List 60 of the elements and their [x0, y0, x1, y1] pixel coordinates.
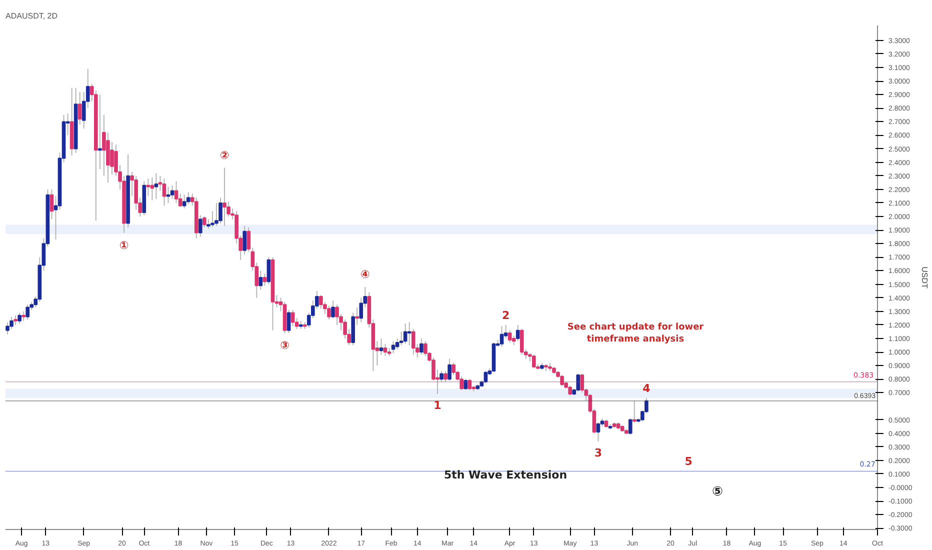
candlestick [258, 270, 263, 290]
candlestick [379, 338, 384, 356]
candlestick [568, 385, 572, 396]
annotation: See chart update for lower timeframe analysis [567, 322, 704, 344]
candlestick [222, 167, 226, 227]
candlestick [14, 314, 18, 326]
candlestick [403, 323, 408, 344]
candlestick [18, 312, 22, 324]
candlestick [154, 172, 158, 200]
candlestick [532, 354, 536, 369]
candlestick [170, 184, 174, 200]
candlestick [420, 338, 424, 356]
annotation: ④ [360, 268, 370, 281]
candlestick [262, 272, 267, 286]
candlestick [290, 310, 295, 327]
candlestick [500, 326, 504, 348]
candlestick [464, 378, 468, 390]
candlestick [395, 338, 400, 350]
candlestick [468, 378, 472, 390]
candlestick [391, 340, 396, 354]
y-axis-title: USDT [920, 266, 930, 288]
candlestick [520, 328, 524, 356]
candlestick [174, 180, 178, 204]
candlestick [98, 94, 102, 170]
candlestick [186, 192, 190, 205]
candlestick [182, 194, 186, 209]
candlestick [146, 178, 150, 197]
candlestick [383, 343, 388, 357]
candlestick [516, 324, 520, 342]
candlestick [399, 331, 404, 346]
candlestick [560, 374, 564, 386]
annotation: 3 [594, 446, 602, 460]
candlestick [198, 214, 202, 238]
candlestick [576, 373, 580, 392]
annotation: 5 [684, 455, 692, 468]
annotation: ① [119, 238, 129, 252]
candlestick [632, 400, 636, 423]
candlestick [162, 178, 166, 206]
candlestick [448, 358, 452, 381]
candlestick [150, 176, 154, 201]
annotation: ⑤ [712, 484, 724, 500]
candlestick [355, 306, 360, 326]
candlestick [407, 322, 412, 346]
candlestick [286, 310, 291, 334]
candlestick [78, 91, 82, 125]
annotation: 4 [642, 382, 651, 396]
candlestick [26, 304, 30, 320]
candlestick [22, 310, 26, 322]
chart-title: ADAUSDT, 2D [6, 12, 58, 20]
annotation: 1 [434, 399, 442, 412]
annotation: ③ [280, 339, 290, 352]
candlestick [484, 370, 488, 384]
candlestick [596, 422, 600, 442]
annotation: 5th Wave Extension [444, 468, 568, 482]
annotation: ② [220, 148, 230, 162]
candlestick [327, 305, 331, 320]
candlestick [266, 256, 271, 285]
candlestick [444, 370, 448, 382]
annotation: 2 [502, 308, 510, 322]
candlestick [331, 300, 335, 319]
